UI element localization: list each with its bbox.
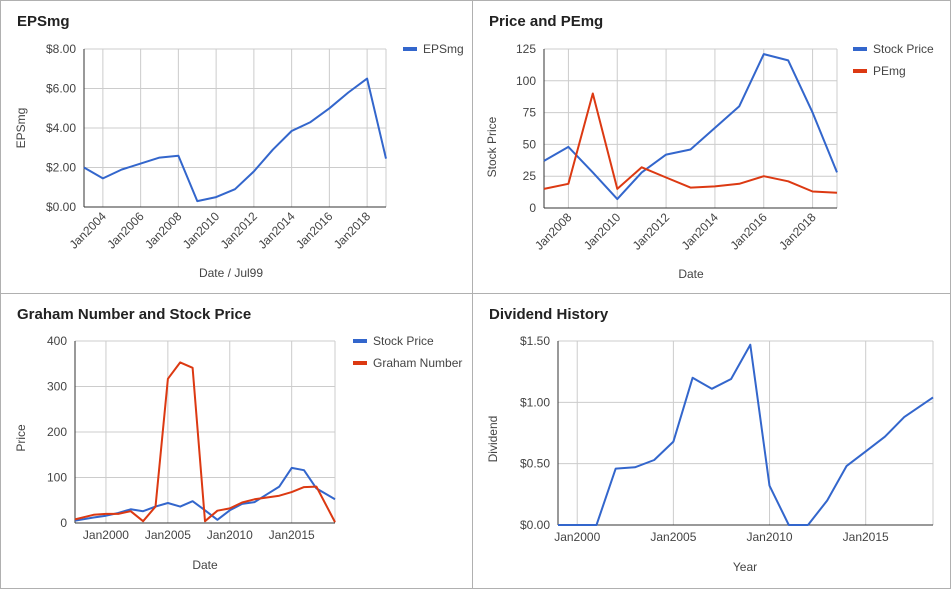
series-line-stock-price — [543, 53, 838, 201]
x-tick-label: Jan2008 — [142, 209, 185, 252]
x-tick-label: Jan2018 — [776, 210, 819, 253]
eps-chart-panel: EPSmg $0.00 $2.00 $4.00 $6.00 $8.00 Jan2004 Ja… — [0, 0, 473, 294]
y-tick-label: $1.50 — [520, 334, 550, 348]
x-axis-title: Date / Jul99 — [199, 266, 263, 280]
y-tick-label: $4.00 — [46, 121, 76, 135]
chart-title: EPSmg — [17, 13, 70, 30]
chart-title: Dividend History — [489, 306, 609, 323]
x-tick-label: Jan2010 — [207, 528, 253, 542]
x-axis-title: Date — [192, 558, 218, 572]
legend-swatch — [853, 69, 867, 73]
y-tick-label: $8.00 — [46, 42, 76, 56]
y-tick-label: $0.00 — [520, 518, 550, 532]
y-axis-title: Dividend — [486, 416, 500, 463]
graham-chart-panel: Graham Number and Stock Price 0 100 200 300… — [0, 293, 473, 589]
x-axis-title: Year — [733, 560, 757, 574]
y-tick-label: $2.00 — [46, 161, 76, 175]
legend-label: PEmg — [873, 64, 906, 78]
y-tick-label: 400 — [47, 334, 67, 348]
x-tick-label: Jan2004 — [67, 209, 110, 252]
x-tick-label: Jan2012 — [218, 209, 261, 252]
y-axis-title: EPSmg — [14, 108, 28, 149]
y-tick-label: 50 — [523, 137, 537, 151]
x-tick-label: Jan2000 — [83, 528, 129, 542]
x-tick-label: Jan2014 — [255, 209, 298, 252]
x-tick-label: Jan2010 — [581, 210, 624, 253]
legend-swatch — [403, 47, 417, 51]
y-tick-label: 0 — [60, 516, 67, 530]
chart-title: Graham Number and Stock Price — [17, 306, 252, 323]
chart-title: Price and PEmg — [489, 13, 604, 30]
y-axis-title: Price — [14, 424, 28, 452]
y-tick-label: 25 — [523, 169, 537, 183]
y-axis-title: Stock Price — [485, 116, 499, 177]
eps-chart: $0.00$2.00$4.00$6.00$8.00Jan2004Jan2006J… — [14, 42, 464, 280]
legend-swatch — [353, 361, 367, 365]
legend-swatch — [353, 339, 367, 343]
y-tick-label: $0.50 — [520, 457, 550, 471]
y-tick-label: 100 — [516, 74, 536, 88]
dividend-chart-panel: Dividend History $0.00 $0.50 $1.00 $1.50 Jan… — [472, 293, 951, 589]
y-tick-label: 200 — [47, 425, 67, 439]
y-tick-label: $6.00 — [46, 82, 76, 96]
x-tick-label: Jan2008 — [532, 210, 575, 253]
y-tick-label: $1.00 — [520, 395, 550, 409]
x-tick-label: Jan2006 — [104, 209, 147, 252]
dividend-chart: $0.00 $0.50 $1.00 $1.50 Jan2000 Jan2005 Jan201… — [486, 334, 934, 574]
x-axis-title: Date — [678, 267, 704, 281]
y-tick-label: 100 — [47, 471, 67, 485]
legend-label: Stock Price — [373, 334, 434, 348]
series-line-pemg — [543, 92, 838, 194]
y-tick-label: 75 — [523, 106, 537, 120]
x-tick-label: Jan2005 — [145, 528, 191, 542]
x-tick-label: Jan2018 — [331, 209, 374, 252]
price-pe-chart-panel: Price and PEmg 0 25 50 75 100 125 Jan2008 Jan20… — [472, 0, 951, 294]
y-tick-label: 0 — [529, 201, 536, 215]
graham-chart: 0 100 200 300 400 Jan2000 Jan2005 Jan2010 Jan201… — [14, 334, 462, 572]
y-tick-label: 300 — [47, 380, 67, 394]
series-line-dividend — [558, 343, 934, 526]
legend-swatch — [853, 47, 867, 51]
x-tick-label: Jan2005 — [650, 530, 696, 544]
y-tick-label: $0.00 — [46, 200, 76, 214]
legend-label: Graham Number — [373, 356, 462, 370]
x-tick-label: Jan2016 — [727, 210, 770, 253]
legend-label: EPSmg — [423, 42, 464, 56]
x-tick-label: Jan2014 — [679, 210, 722, 253]
x-tick-label: Jan2016 — [293, 209, 336, 252]
x-tick-label: Jan2000 — [554, 530, 600, 544]
series-line-epsmg — [83, 77, 387, 203]
x-tick-label: Jan2012 — [630, 210, 673, 253]
series-line-graham-number — [74, 361, 336, 523]
x-tick-label: Jan2010 — [747, 530, 793, 544]
x-tick-label: Jan2015 — [843, 530, 889, 544]
x-tick-label: Jan2010 — [180, 209, 223, 252]
legend-label: Stock Price — [873, 42, 934, 56]
x-tick-label: Jan2015 — [269, 528, 315, 542]
y-tick-label: 125 — [516, 42, 536, 56]
